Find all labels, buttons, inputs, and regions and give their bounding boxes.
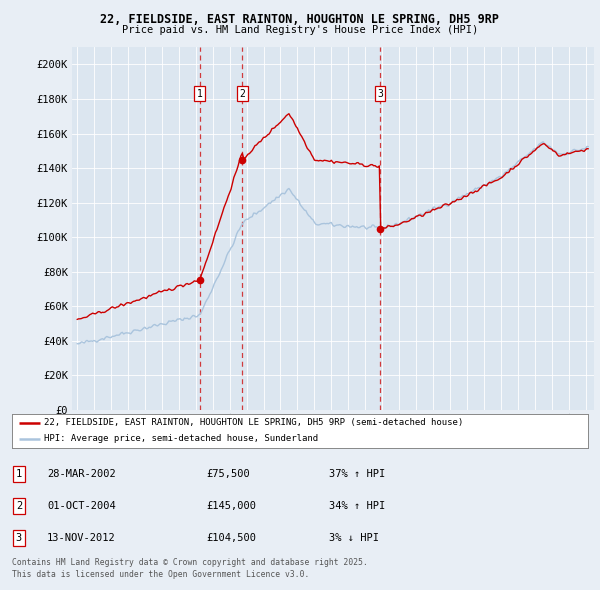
Text: 22, FIELDSIDE, EAST RAINTON, HOUGHTON LE SPRING, DH5 9RP (semi-detached house): 22, FIELDSIDE, EAST RAINTON, HOUGHTON LE… [44,418,463,427]
Text: 34% ↑ HPI: 34% ↑ HPI [329,501,386,511]
Text: 37% ↑ HPI: 37% ↑ HPI [329,469,386,478]
Text: 3: 3 [16,533,22,543]
Text: £145,000: £145,000 [206,501,256,511]
Text: 3% ↓ HPI: 3% ↓ HPI [329,533,379,543]
Text: Price paid vs. HM Land Registry's House Price Index (HPI): Price paid vs. HM Land Registry's House … [122,25,478,35]
Text: 13-NOV-2012: 13-NOV-2012 [47,533,116,543]
Text: 1: 1 [197,89,203,99]
Text: 28-MAR-2002: 28-MAR-2002 [47,469,116,478]
Text: Contains HM Land Registry data © Crown copyright and database right 2025.: Contains HM Land Registry data © Crown c… [12,558,368,567]
Text: This data is licensed under the Open Government Licence v3.0.: This data is licensed under the Open Gov… [12,570,310,579]
Text: 2: 2 [239,89,245,99]
Text: £104,500: £104,500 [206,533,256,543]
Text: 01-OCT-2004: 01-OCT-2004 [47,501,116,511]
Text: £75,500: £75,500 [206,469,250,478]
Text: 1: 1 [16,469,22,478]
Text: HPI: Average price, semi-detached house, Sunderland: HPI: Average price, semi-detached house,… [44,434,318,443]
Text: 3: 3 [377,89,383,99]
Text: 2: 2 [16,501,22,511]
Text: 22, FIELDSIDE, EAST RAINTON, HOUGHTON LE SPRING, DH5 9RP: 22, FIELDSIDE, EAST RAINTON, HOUGHTON LE… [101,13,499,26]
